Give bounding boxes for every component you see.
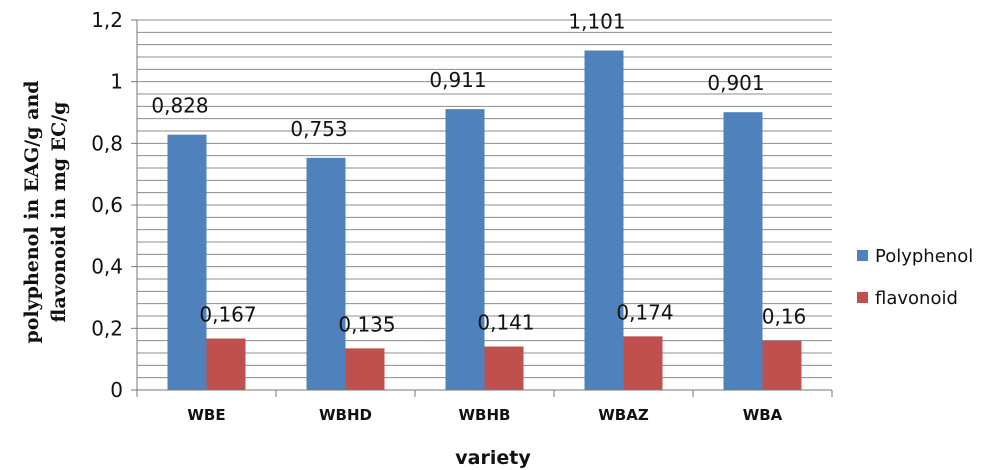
x-category-label: WBHD — [319, 406, 372, 424]
data-label-polyphenol: 0,753 — [290, 117, 347, 141]
axes — [136, 20, 833, 397]
data-label-polyphenol: 0,901 — [707, 71, 764, 95]
data-label-flavonoid: 0,135 — [338, 312, 395, 336]
legend-swatch-polyphenol — [857, 250, 868, 261]
bar-polyphenol-wbhb — [445, 109, 485, 390]
bar-flavonoid-wbe — [206, 338, 246, 390]
y-tick-label: 0,4 — [91, 255, 123, 279]
x-category-label: WBE — [187, 406, 225, 424]
y-tick-label: 1 — [110, 70, 123, 94]
y-tick-label: 0 — [110, 378, 123, 402]
x-axis-title: variety — [455, 447, 531, 469]
data-label-flavonoid: 0,167 — [199, 303, 256, 327]
y-axis-ticks: 0 0,2 0,4 0,6 0,8 1 1,2 — [91, 8, 137, 402]
legend-label-flavonoid: flavonoid — [875, 288, 958, 309]
bar-polyphenol-wbhd — [306, 157, 346, 390]
y-axis-title-line-1: polyphenol in EAG/g and — [21, 80, 43, 343]
legend-label-polyphenol: Polyphenol — [875, 246, 973, 267]
data-label-polyphenol: 1,101 — [568, 10, 625, 34]
bar-flavonoid-wbhd — [345, 348, 385, 390]
y-tick-label: 0,2 — [91, 316, 123, 340]
x-category-label: WBAZ — [598, 406, 649, 424]
bar-flavonoid-wbhb — [484, 346, 524, 390]
y-tick-label: 1,2 — [91, 8, 123, 32]
y-tick-label: 0,8 — [91, 131, 123, 155]
bar-polyphenol-wbe — [167, 134, 207, 390]
bars — [167, 50, 802, 391]
bar-polyphenol-wbaz — [584, 50, 624, 391]
data-label-flavonoid: 0,174 — [616, 300, 673, 324]
y-tick-label: 0,6 — [91, 193, 123, 217]
data-label-flavonoid: 0,141 — [477, 311, 534, 335]
bar-polyphenol-wba — [723, 112, 763, 391]
data-label-polyphenol: 0,911 — [429, 68, 486, 92]
bar-flavonoid-wbaz — [623, 336, 663, 390]
y-axis-title: polyphenol in EAG/g and flavonoid in mg … — [21, 80, 70, 343]
data-label-polyphenol: 0,828 — [151, 94, 208, 118]
y-axis-title-line-2: flavonoid in mg EC/g — [48, 102, 70, 323]
x-axis-categories: WBE WBHD WBHB WBAZ WBA — [187, 406, 782, 424]
x-category-label: WBA — [743, 406, 783, 424]
bar-flavonoid-wba — [762, 340, 802, 390]
data-label-flavonoid: 0,16 — [762, 305, 807, 329]
legend-swatch-flavonoid — [857, 292, 868, 303]
x-category-label: WBHB — [459, 406, 511, 424]
data-labels: 0,828 0,167 0,753 0,135 0,911 0,141 1,101 0,174… — [151, 10, 806, 337]
legend: Polyphenol flavonoid — [857, 246, 973, 309]
